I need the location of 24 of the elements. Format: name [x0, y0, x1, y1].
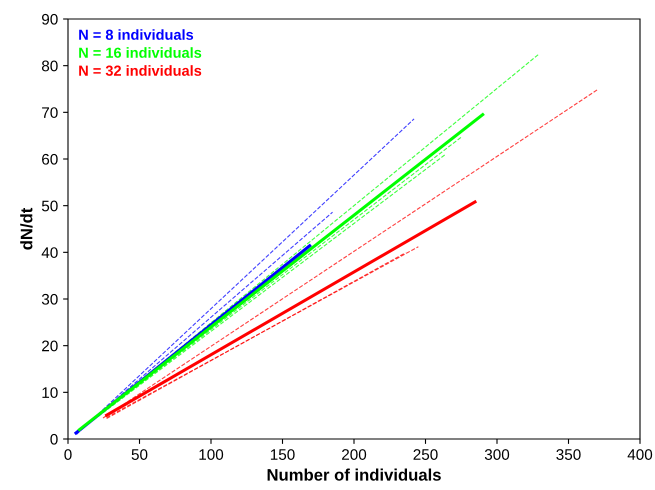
- x-tick-label: 400: [628, 449, 652, 460]
- y-tick-label: 60: [42, 154, 58, 165]
- y-tick-label: 70: [42, 107, 58, 118]
- y-tick-label: 90: [42, 14, 58, 25]
- text: N = 8 individuals: [79, 29, 194, 40]
- x-tick-label: 50: [132, 449, 148, 460]
- y-tick-label: 40: [42, 247, 58, 258]
- x-tick-label: 250: [414, 449, 438, 460]
- y-axis-title: dN/dt: [20, 208, 33, 250]
- y-tick-label: 80: [42, 60, 58, 72]
- text: N = 32 individuals: [79, 65, 202, 76]
- y-tick-label: 20: [42, 340, 58, 352]
- text: N = 16 individuals: [79, 47, 202, 58]
- x-tick-label: 300: [484, 449, 510, 460]
- x-tick-label: 100: [199, 449, 224, 460]
- x-axis-title: Number of individuals: [268, 468, 441, 481]
- y-tick-label: 50: [42, 200, 58, 212]
- y-tick-label: 0: [50, 434, 58, 445]
- x-tick-label: 200: [342, 449, 366, 460]
- y-tick-label: 30: [42, 294, 58, 305]
- x-tick-label: 350: [556, 449, 581, 460]
- x-tick-label: 150: [270, 449, 295, 460]
- y-tick-label: 10: [42, 387, 58, 398]
- x-tick-label: 0: [64, 449, 72, 460]
